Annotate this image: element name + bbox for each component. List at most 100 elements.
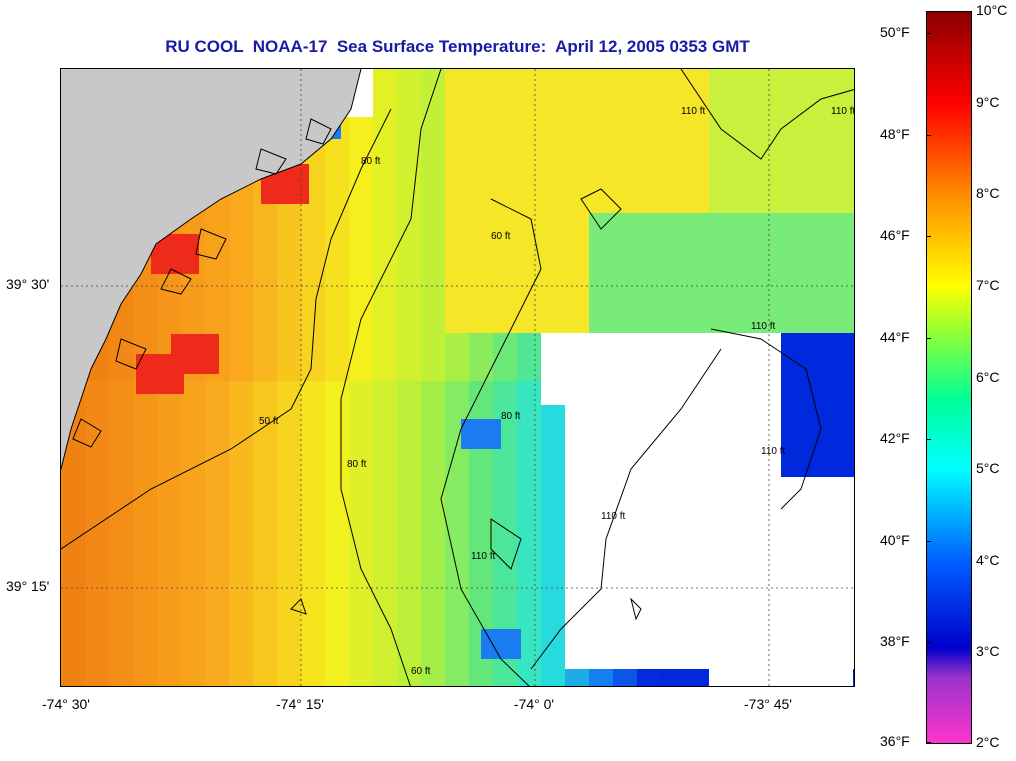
sst-cell — [829, 69, 853, 93]
sst-cell — [373, 309, 397, 333]
sst-cell — [229, 261, 253, 285]
sst-cell — [373, 405, 397, 429]
sst-cell — [85, 549, 109, 573]
sst-cell — [133, 525, 157, 549]
lat-label-39-15: 39° 15' — [6, 578, 50, 594]
sst-cell — [109, 645, 133, 669]
contour-label: 110 ft — [831, 106, 855, 117]
sst-cell — [733, 309, 757, 333]
sst-cell — [301, 309, 325, 333]
sst-cell — [709, 237, 733, 261]
colorbar-f-label: 48°F — [880, 125, 910, 142]
sst-cell — [373, 525, 397, 549]
sst-cell — [205, 453, 229, 477]
sst-cell — [205, 309, 229, 333]
sst-cell — [133, 501, 157, 525]
sst-cell — [301, 357, 325, 381]
sst-cell — [181, 429, 205, 453]
sst-cell — [301, 549, 325, 573]
sst-cell — [541, 261, 565, 285]
sst-cell — [589, 309, 613, 333]
sst-cell — [637, 189, 661, 213]
sst-cell — [493, 213, 517, 237]
sst-cell — [421, 213, 445, 237]
sst-cell — [301, 285, 325, 309]
sst-cell — [229, 285, 253, 309]
sst-cell — [781, 237, 805, 261]
colorbar-c-label: 6°C — [976, 368, 1000, 385]
sst-cell — [421, 237, 445, 261]
sst-cell — [637, 117, 661, 141]
sst-map[interactable]: 50 ft 60 ft 60 ft 80 ft 80 ft 80 ft 110 ft 110 … — [60, 68, 855, 687]
sst-cell — [421, 621, 445, 645]
sst-cell — [517, 429, 541, 453]
sst-cell — [301, 381, 325, 405]
sst-cell — [709, 165, 733, 189]
sst-cell — [85, 429, 109, 453]
sst-cell — [205, 573, 229, 597]
colorbar-f-label: 40°F — [880, 531, 910, 548]
sst-cell — [733, 285, 757, 309]
sst-cell — [349, 669, 373, 686]
sst-cell — [541, 69, 565, 93]
sst-cell — [637, 285, 661, 309]
sst-cell — [229, 669, 253, 686]
sst-cell — [61, 645, 85, 669]
sst-cell — [421, 189, 445, 213]
sst-cell — [829, 285, 853, 309]
sst-cell — [373, 69, 397, 93]
sst-cell — [349, 213, 373, 237]
sst-cell — [469, 381, 493, 405]
sst-cell — [325, 669, 349, 686]
colorbar-f-label: 42°F — [880, 430, 910, 447]
sst-cell — [445, 213, 469, 237]
sst-cell — [397, 69, 421, 93]
sst-cell — [253, 525, 277, 549]
sst-cell — [781, 429, 805, 453]
sst-cell — [229, 213, 253, 237]
sst-cell — [373, 285, 397, 309]
sst-cell — [445, 141, 469, 165]
sst-cell — [301, 213, 325, 237]
sst-cell — [493, 549, 517, 573]
sst-cell — [829, 165, 853, 189]
sst-cell — [397, 309, 421, 333]
sst-cell — [637, 261, 661, 285]
sst-cell — [349, 117, 373, 141]
sst-cell — [373, 477, 397, 501]
contour-label: 60 ft — [491, 231, 511, 242]
sst-cell — [301, 573, 325, 597]
sst-cell — [541, 309, 565, 333]
sst-cell — [853, 429, 854, 453]
sst-cell-cold — [461, 419, 501, 449]
sst-cell — [829, 213, 853, 237]
colorbar-tick — [926, 337, 931, 339]
sst-cell — [445, 93, 469, 117]
sst-cell — [325, 549, 349, 573]
sst-cell — [229, 645, 253, 669]
sst-cell — [685, 261, 709, 285]
sst-cell — [373, 93, 397, 117]
sst-cell — [109, 357, 133, 381]
sst-cell-cold — [481, 629, 521, 659]
sst-cell — [277, 453, 301, 477]
sst-cell — [541, 573, 565, 597]
sst-cell — [229, 549, 253, 573]
sst-cell — [541, 525, 565, 549]
sst-cell — [421, 405, 445, 429]
sst-cell — [397, 237, 421, 261]
sst-cell — [469, 237, 493, 261]
sst-cell — [181, 525, 205, 549]
sst-cell — [589, 285, 613, 309]
sst-cell — [661, 285, 685, 309]
sst-cell — [325, 597, 349, 621]
sst-cell — [205, 261, 229, 285]
sst-cell — [421, 549, 445, 573]
lat-label-39-30: 39° 30' — [6, 276, 50, 292]
sst-cell — [445, 525, 469, 549]
sst-cell — [421, 381, 445, 405]
sst-cell — [109, 669, 133, 686]
sst-cell — [373, 237, 397, 261]
sst-cell — [277, 501, 301, 525]
sst-cell — [421, 357, 445, 381]
